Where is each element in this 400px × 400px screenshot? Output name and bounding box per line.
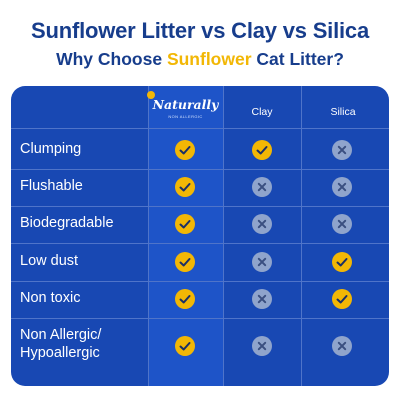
row-label: Flushable <box>20 178 83 194</box>
column-divider-3 <box>301 86 302 386</box>
row-label: Low dust <box>20 253 79 269</box>
row-label: Non toxic <box>20 290 81 306</box>
cross-icon <box>252 177 272 197</box>
column-header-clay: Clay <box>251 106 273 118</box>
logo-tagline: NON ALLERGIC <box>168 114 203 119</box>
cross-icon <box>252 214 272 234</box>
logo-text: Naturally <box>152 97 219 112</box>
row-label: Biodegradable <box>20 215 114 231</box>
subtitle-pre: Why Choose <box>56 49 167 69</box>
subtitle-post: Cat Litter? <box>251 49 344 69</box>
row-divider <box>11 281 389 282</box>
column-header-silica: Silica <box>330 106 356 118</box>
row-divider <box>11 206 389 207</box>
check-icon <box>175 214 195 234</box>
column-divider-2 <box>223 86 224 386</box>
cross-icon <box>252 336 272 356</box>
row-divider <box>11 318 389 319</box>
naturally-logo: Naturally NON ALLERGIC <box>146 91 223 119</box>
subtitle-highlight: Sunflower <box>166 49 252 69</box>
check-icon <box>175 177 195 197</box>
cross-icon <box>332 140 352 160</box>
row-divider <box>11 243 389 244</box>
sunflower-icon <box>146 91 155 99</box>
row-label: Clumping <box>20 141 82 157</box>
check-icon <box>175 252 195 272</box>
check-icon <box>252 140 272 160</box>
row-divider <box>11 169 389 170</box>
check-icon <box>175 289 195 309</box>
column-divider-1 <box>148 86 149 386</box>
page-subtitle: Why Choose Sunflower Cat Litter? <box>0 49 400 70</box>
header-divider <box>11 128 389 129</box>
check-icon <box>332 252 352 272</box>
check-icon <box>175 140 195 160</box>
logo-wordmark: Naturally <box>146 91 219 112</box>
cross-icon <box>332 214 352 234</box>
cross-icon <box>252 252 272 272</box>
page-title: Sunflower Litter vs Clay vs Silica <box>31 18 369 43</box>
cross-icon <box>332 177 352 197</box>
cross-icon <box>252 289 272 309</box>
row-label: Non Allergic/Hypoallergic <box>20 327 102 361</box>
check-icon <box>332 289 352 309</box>
check-icon <box>175 336 195 356</box>
cross-icon <box>332 336 352 356</box>
comparison-table: Naturally NON ALLERGIC Clay Silica Clump… <box>11 86 389 386</box>
